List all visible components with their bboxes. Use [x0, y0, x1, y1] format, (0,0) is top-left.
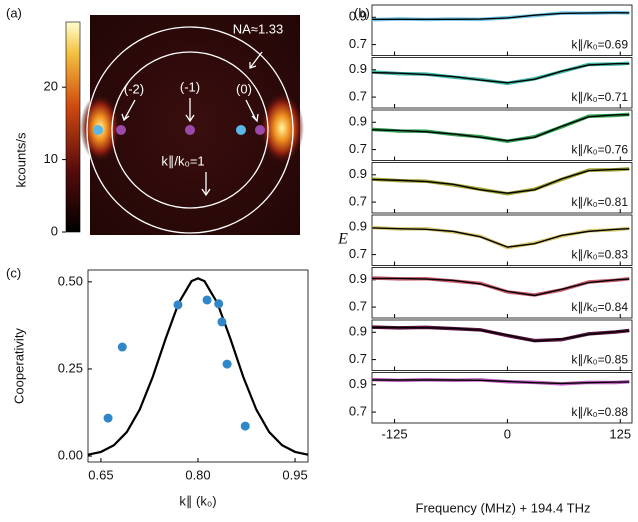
y-tick-label: 0.50	[58, 273, 83, 288]
y-tick-label: 0.9	[349, 166, 367, 181]
y-tick-label: 0.7	[349, 89, 367, 104]
colorbar-tick-label: 10	[44, 151, 58, 166]
data-point	[214, 299, 223, 308]
colorbar-tick-label: 20	[44, 79, 58, 94]
data-point	[241, 422, 250, 431]
x-tick-label: 0.80	[185, 467, 210, 482]
x-tick-label: -125	[382, 426, 408, 441]
x-axis-label: k∥ (k₀)	[179, 493, 216, 508]
y-tick-label: 0.7	[349, 36, 367, 51]
fit-line	[372, 328, 629, 342]
data-point	[203, 295, 212, 304]
spot-marker	[255, 125, 265, 135]
panel-annotation: k∥/k₀=0.83	[571, 248, 628, 262]
figure: (a) kcounts/s NA≈1.33 (-2) (-1) (0) k∥/k…	[0, 0, 638, 522]
y-tick-label: 0.7	[349, 194, 367, 209]
annotation: NA≈1.33	[233, 21, 284, 36]
annotation: (-2)	[124, 81, 144, 96]
fit-line	[372, 228, 629, 247]
x-axis-label: Frequency (MHz) + 194.4 THz	[416, 500, 591, 515]
spot-marker	[116, 125, 126, 135]
data-point	[217, 317, 226, 326]
plot-frame	[88, 270, 308, 462]
panel-annotation: k∥/k₀=0.76	[571, 143, 628, 157]
y-axis-label: Cooperativity	[11, 328, 26, 404]
x-tick-label: 0.95	[282, 467, 307, 482]
y-tick-label: 0.9	[349, 324, 367, 339]
y-tick-label: 0.9	[349, 376, 367, 391]
fit-line	[372, 115, 629, 141]
data-point	[173, 300, 182, 309]
y-tick-label: 0.7	[349, 351, 367, 366]
y-axis-label: E	[337, 231, 348, 248]
y-tick-label: 0.9	[349, 9, 367, 24]
spot-marker	[185, 125, 195, 135]
panel-annotation: k∥/k₀=0.69	[571, 38, 628, 52]
y-tick-label: 0.9	[349, 271, 367, 286]
fit-line	[372, 169, 629, 193]
y-tick-label: 0.9	[349, 114, 367, 129]
y-tick-label: 0.00	[58, 448, 83, 463]
y-tick-label: 0.9	[349, 61, 367, 76]
data-point	[104, 414, 113, 423]
y-tick-label: 0.7	[349, 141, 367, 156]
y-tick-label: 0.7	[349, 299, 367, 314]
y-tick-label: 0.25	[58, 360, 83, 375]
spot-marker	[236, 125, 246, 135]
panel-a: (a) kcounts/s NA≈1.33 (-2) (-1) (0) k∥/k…	[6, 5, 304, 235]
annotation: (0)	[236, 81, 252, 96]
data-point	[118, 343, 127, 352]
data-line	[372, 278, 629, 295]
panel-annotation: k∥/k₀=0.88	[571, 405, 628, 419]
y-tick-label: 0.7	[349, 246, 367, 261]
panel-annotation: k∥/k₀=0.71	[571, 90, 628, 104]
y-tick-label: 0.9	[349, 219, 367, 234]
panel-label: (c)	[6, 265, 21, 280]
spot-marker	[93, 125, 103, 135]
panel-annotation: k∥/k₀=0.81	[571, 195, 628, 209]
panel-label: (a)	[6, 5, 22, 20]
panel-annotation: k∥/k₀=0.85	[571, 353, 628, 367]
colorbar-tick-label: 0	[51, 223, 58, 238]
colorbar-label: kcounts/s	[13, 132, 28, 187]
data-point	[223, 360, 232, 369]
fit-line	[88, 278, 308, 454]
annotation: k∥/k₀=1	[161, 153, 204, 168]
data-line	[372, 114, 629, 141]
fit-line	[372, 64, 629, 83]
hot-spot	[260, 92, 304, 164]
colorbar	[66, 22, 80, 232]
annotation: (-1)	[180, 79, 200, 94]
x-tick-label: 125	[609, 426, 631, 441]
panel-annotation: k∥/k₀=0.84	[571, 300, 628, 314]
y-tick-label: 0.7	[349, 404, 367, 419]
x-tick-label: 0.65	[88, 467, 113, 482]
x-tick-label: 0	[504, 426, 511, 441]
